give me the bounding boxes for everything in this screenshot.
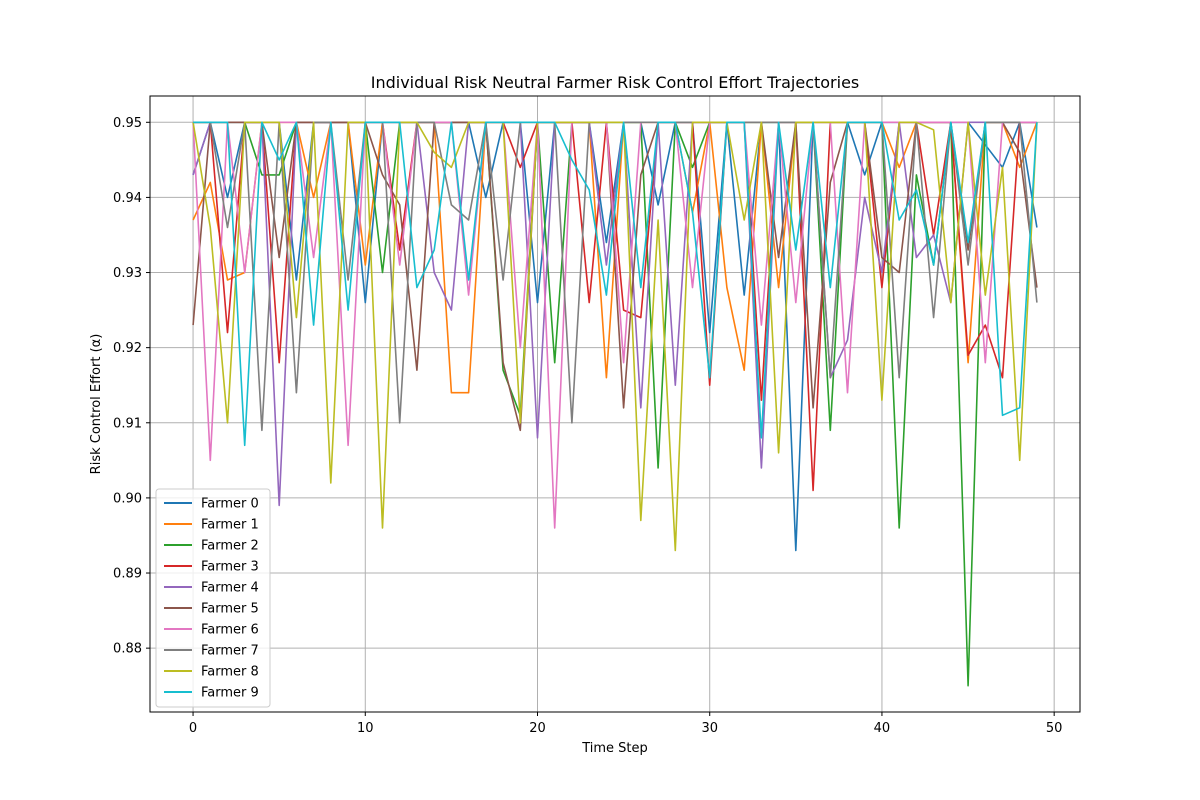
y-tick-label: 0.93 <box>113 266 142 281</box>
legend-label-farmer-5: Farmer 5 <box>201 602 259 617</box>
legend-label-farmer-4: Farmer 4 <box>201 581 259 596</box>
legend: Farmer 0 Farmer 1 Farmer 2 Farmer 3 Farmer 4… <box>155 488 271 708</box>
legend-label-farmer-7: Farmer 7 <box>201 644 259 659</box>
legend-label-farmer-9: Farmer 9 <box>201 686 259 701</box>
x-tick-label: 0 <box>189 721 197 736</box>
x-tick-label: 40 <box>874 721 891 736</box>
y-tick-label: 0.95 <box>113 116 142 131</box>
legend-label-farmer-6: Farmer 6 <box>201 623 259 638</box>
y-tick-label: 0.90 <box>113 491 142 506</box>
series-layer <box>192 121 1038 687</box>
x-tick-label: 50 <box>1046 721 1063 736</box>
plot-area-frame <box>149 95 1081 713</box>
y-tick-label: 0.94 <box>113 191 142 206</box>
chart-title: Individual Risk Neutral Farmer Risk Cont… <box>371 73 860 92</box>
y-axis-title: Risk Control Effort (α) <box>89 334 104 475</box>
series-line-farmer-9 <box>193 121 1038 447</box>
y-tick-label: 0.91 <box>113 416 142 431</box>
x-tick-label: 10 <box>357 721 374 736</box>
y-tick-label: 0.89 <box>113 567 142 582</box>
series-line-farmer-6 <box>192 121 1037 529</box>
y-tick-label: 0.88 <box>113 642 142 657</box>
legend-label-farmer-2: Farmer 2 <box>201 539 259 554</box>
x-axis-title: Time Step <box>581 741 648 756</box>
ticks-layer: 0 10 20 30 40 50 0.88 0.89 0.90 0.91 0.92 0.93 0.94 0… <box>113 116 1062 736</box>
x-tick-label: 20 <box>529 721 546 736</box>
legend-box <box>155 488 271 708</box>
legend-label-farmer-1: Farmer 1 <box>201 518 259 533</box>
y-tick-label: 0.92 <box>113 341 142 356</box>
series-line-farmer-8 <box>192 121 1038 552</box>
legend-label-farmer-3: Farmer 3 <box>201 560 259 575</box>
x-tick-label: 30 <box>701 721 718 736</box>
legend-label-farmer-0: Farmer 0 <box>201 497 259 512</box>
legend-label-farmer-8: Farmer 8 <box>201 665 259 680</box>
series-line-farmer-5 <box>192 121 1038 432</box>
